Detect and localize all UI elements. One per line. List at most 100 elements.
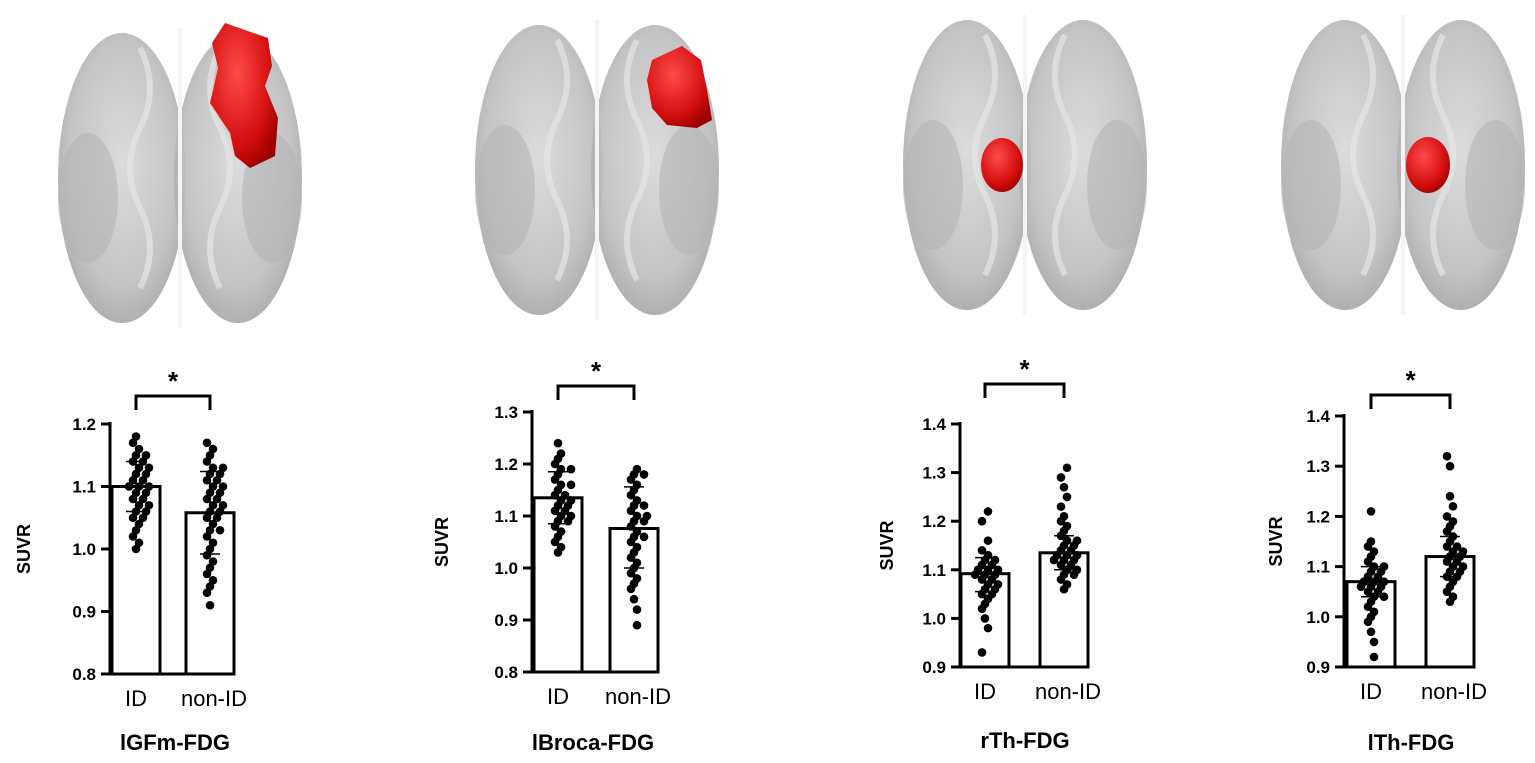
data-point xyxy=(1062,463,1072,473)
y-tick-label: 1.3 xyxy=(1306,457,1330,476)
significance-marker: * xyxy=(168,366,179,396)
data-point xyxy=(639,470,649,479)
data-point xyxy=(202,438,212,448)
data-point xyxy=(983,623,993,633)
data-point xyxy=(550,475,560,484)
data-point xyxy=(980,614,990,623)
y-tick-label: 1.4 xyxy=(1306,407,1330,426)
data-point xyxy=(1363,602,1373,612)
data-point xyxy=(1442,587,1452,596)
data-point xyxy=(626,553,636,562)
data-point xyxy=(1442,527,1452,536)
data-point xyxy=(632,620,642,630)
data-point xyxy=(1366,627,1376,637)
x-tick-label: ID xyxy=(547,684,569,709)
brain-image-lbroca xyxy=(475,20,719,320)
y-tick-label: 1.0 xyxy=(1306,608,1330,627)
data-point xyxy=(977,604,987,613)
data-point xyxy=(1056,531,1066,541)
data-point xyxy=(128,457,138,466)
y-axis-label: SUVR xyxy=(877,520,897,570)
significance-marker: * xyxy=(591,356,602,386)
data-point xyxy=(566,464,576,474)
data-point xyxy=(626,537,636,547)
data-point xyxy=(1442,451,1452,461)
y-tick-label: 1.2 xyxy=(1306,507,1330,526)
y-tick-label: 0.8 xyxy=(72,665,96,684)
y-tick-label: 1.1 xyxy=(72,478,96,497)
data-point xyxy=(626,568,636,578)
y-axis-label: SUVR xyxy=(432,517,452,567)
data-point xyxy=(1445,597,1455,607)
data-point xyxy=(1059,584,1069,594)
y-tick-label: 1.3 xyxy=(922,464,946,483)
data-point xyxy=(626,490,636,500)
data-point xyxy=(1369,652,1379,662)
data-point xyxy=(977,589,987,599)
data-point xyxy=(202,513,212,523)
data-point xyxy=(1379,592,1389,602)
data-point xyxy=(550,537,560,547)
data-point xyxy=(1056,516,1066,526)
chart-title: lBroca-FDG xyxy=(532,730,654,755)
data-point xyxy=(202,494,212,504)
data-point xyxy=(138,475,148,485)
data-point xyxy=(977,546,987,555)
data-point xyxy=(1445,492,1455,501)
data-point xyxy=(138,513,148,523)
data-point xyxy=(626,584,636,594)
y-tick-label: 1.1 xyxy=(922,561,946,580)
data-point xyxy=(1363,557,1373,566)
data-point xyxy=(977,516,987,526)
y-tick-label: 1.3 xyxy=(494,403,518,422)
data-point xyxy=(1059,482,1069,492)
x-tick-label: ID xyxy=(1360,679,1382,704)
data-point xyxy=(550,490,560,500)
data-point xyxy=(205,600,215,610)
data-point xyxy=(983,536,993,545)
highlight-region xyxy=(981,138,1023,192)
data-point xyxy=(563,516,573,526)
data-point xyxy=(1442,542,1452,551)
data-point xyxy=(212,513,222,523)
chart-title: lGFm-FDG xyxy=(120,730,230,755)
data-point xyxy=(553,438,563,448)
data-point xyxy=(1056,560,1066,570)
data-point xyxy=(639,516,649,526)
highlight-region xyxy=(210,23,278,168)
data-point xyxy=(1442,572,1452,581)
data-point xyxy=(1056,473,1066,482)
brain-image-lgfm xyxy=(58,23,302,328)
data-point xyxy=(1056,575,1066,584)
data-point xyxy=(626,475,636,484)
x-tick-label: non-ID xyxy=(181,686,247,711)
data-point xyxy=(128,475,138,485)
data-point xyxy=(202,532,212,541)
data-point xyxy=(202,569,212,579)
chart-4: 0.9 1.0 1.1 1.2 1.3 1.4 SUVR ID non-ID * lTh-FDG xyxy=(1266,365,1487,755)
data-point xyxy=(1448,502,1458,511)
data-point xyxy=(202,457,212,466)
chart-title: lTh-FDG xyxy=(1368,730,1455,755)
data-point xyxy=(550,459,560,469)
data-point xyxy=(215,525,225,535)
data-point xyxy=(1363,587,1373,596)
brain-image-lth xyxy=(1281,15,1525,315)
data-point xyxy=(550,506,560,516)
x-tick-label: ID xyxy=(974,679,996,704)
significance-bracket xyxy=(1369,393,1452,409)
y-tick-label: 1.1 xyxy=(1306,558,1330,577)
data-point xyxy=(626,506,636,516)
data-point xyxy=(128,532,138,541)
data-point xyxy=(1366,507,1376,516)
data-point xyxy=(128,513,138,523)
data-point xyxy=(202,588,212,598)
y-tick-label: 1.0 xyxy=(922,609,946,628)
x-tick-label: non-ID xyxy=(1035,679,1101,704)
y-tick-label: 0.9 xyxy=(922,658,946,677)
data-point xyxy=(629,594,639,604)
data-point xyxy=(550,522,560,531)
data-point xyxy=(1442,557,1452,566)
significance-bracket xyxy=(983,382,1066,398)
